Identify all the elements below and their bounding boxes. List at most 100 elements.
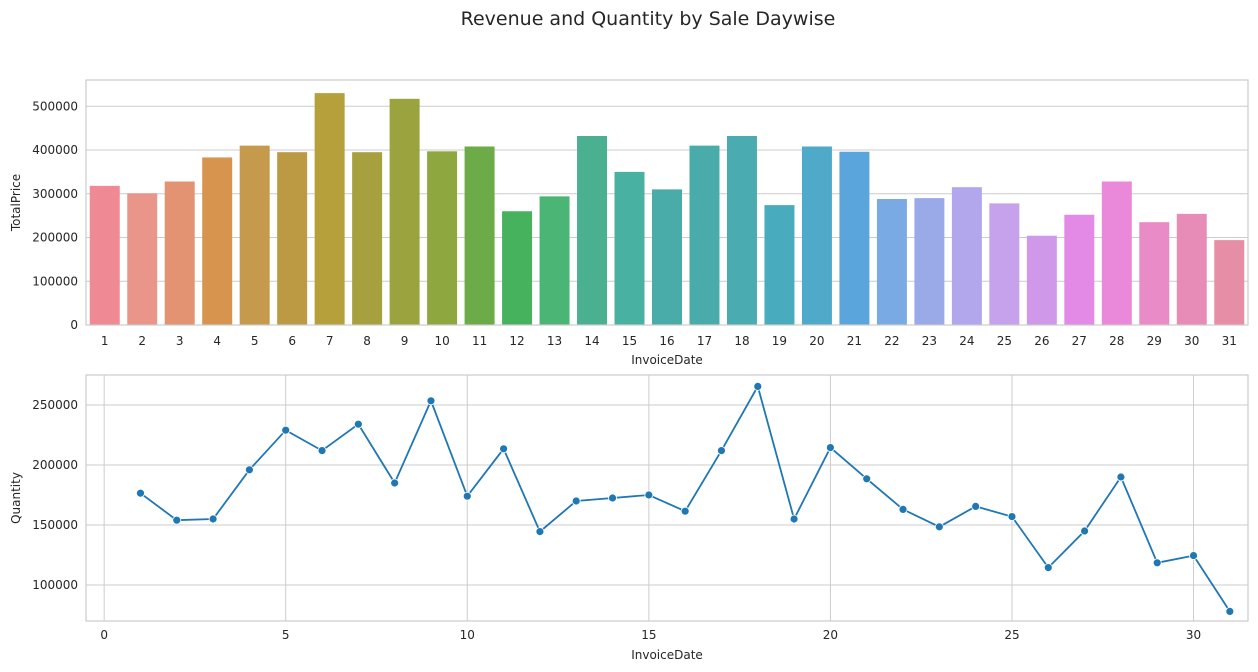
line-chart-y-tick-label: 100000 (32, 578, 78, 592)
line-chart-x-tick-label: 20 (823, 628, 838, 642)
bar-chart-y-tick-label: 400000 (32, 143, 78, 157)
bar-day-18 (726, 136, 757, 325)
bar-chart-x-tick-label: 17 (697, 334, 712, 348)
bar-chart-x-tick-label: 26 (1034, 334, 1049, 348)
quantity-point-day-2 (172, 515, 182, 525)
bar-day-30 (1176, 213, 1207, 325)
bar-day-12 (502, 211, 533, 325)
bar-chart-x-tick-label: 14 (584, 334, 599, 348)
bar-day-11 (464, 146, 495, 325)
bar-day-6 (277, 152, 308, 325)
line-chart-x-tick-label: 5 (282, 628, 290, 642)
bar-chart-x-tick-label: 10 (434, 334, 449, 348)
bar-chart-x-axis-label: InvoiceDate (631, 353, 703, 367)
bar-chart-x-tick-label: 18 (734, 334, 749, 348)
bar-day-19 (764, 205, 795, 325)
quantity-point-day-4 (245, 465, 254, 475)
bar-chart-x-tick-label: 5 (251, 334, 259, 348)
bar-chart-x-tick-label: 2 (138, 334, 146, 348)
bar-chart-x-tick-label: 30 (1184, 334, 1199, 348)
bar-day-1 (89, 185, 120, 325)
bar-chart: 1 2 3 4 5 6 7 8 9 10 11 12 13 14 15 16 17 18 19 20 21 22 23 24 2… (9, 79, 1249, 367)
quantity-point-day-14 (608, 493, 617, 503)
bar-day-15 (614, 171, 645, 325)
quantity-point-day-21 (862, 474, 872, 484)
quantity-point-day-5 (281, 425, 291, 435)
quantity-point-day-29 (1152, 558, 1162, 568)
bar-chart-x-tick-label: 23 (922, 334, 937, 348)
bar-day-16 (652, 189, 682, 325)
quantity-point-day-24 (971, 501, 981, 511)
bar-chart-y-axis-label: TotalPrice (9, 174, 23, 232)
bar-day-8 (352, 152, 383, 325)
bar-chart-x-tick-label: 7 (326, 334, 334, 348)
bar-day-13 (539, 196, 570, 325)
quantity-point-day-6 (317, 446, 327, 456)
quantity-point-day-26 (1043, 563, 1053, 572)
bar-day-5 (239, 145, 270, 325)
bar-chart-bars (89, 93, 1245, 325)
bar-chart-y-tick-label: 100000 (32, 274, 78, 288)
bar-chart-x-tick-label: 28 (1109, 334, 1124, 348)
quantity-point-day-28 (1116, 472, 1126, 482)
line-chart-x-tick-labels: 0 5 10 15 20 25 30 (100, 628, 1201, 642)
bar-chart-y-tick-label: 500000 (32, 99, 78, 113)
bar-chart-y-tick-labels: 0 100000 200000 300000 400000 500000 (32, 99, 78, 332)
bar-chart-x-tick-label: 9 (401, 334, 409, 348)
bar-day-14 (577, 136, 608, 325)
bar-chart-x-tick-label: 31 (1222, 334, 1237, 348)
bar-chart-x-tick-label: 12 (509, 334, 524, 348)
bar-day-27 (1064, 214, 1095, 325)
quantity-point-day-1 (136, 488, 145, 498)
bar-chart-x-tick-label: 16 (659, 334, 674, 348)
figure-title: Revenue and Quantity by Sale Daywise (461, 8, 836, 30)
quantity-point-day-9 (426, 396, 436, 406)
bar-day-2 (127, 193, 158, 325)
quantity-point-day-19 (789, 514, 799, 524)
bar-chart-x-tick-label: 11 (472, 334, 487, 348)
quantity-point-day-10 (462, 491, 472, 501)
quantity-point-day-30 (1189, 551, 1198, 560)
bar-chart-x-tick-label: 4 (213, 334, 221, 348)
quantity-point-day-7 (353, 419, 363, 429)
bar-chart-x-tick-label: 8 (363, 334, 371, 348)
bar-day-17 (689, 145, 720, 325)
bar-chart-x-tick-label: 19 (772, 334, 787, 348)
quantity-point-day-27 (1080, 526, 1089, 536)
bar-chart-y-tick-label: 0 (70, 318, 78, 332)
line-chart-x-axis-label: InvoiceDate (631, 648, 703, 662)
quantity-point-day-25 (1007, 512, 1017, 521)
bar-chart-x-tick-label: 29 (1147, 334, 1162, 348)
line-chart-y-tick-label: 150000 (32, 518, 78, 532)
quantity-point-day-16 (680, 506, 690, 516)
quantity-series-line (139, 384, 1231, 612)
bar-day-7 (314, 93, 345, 325)
quantity-point-day-23 (934, 522, 944, 532)
bar-day-26 (1026, 235, 1057, 325)
line-chart-series (136, 381, 1235, 616)
bar-day-9 (389, 98, 420, 325)
line-chart-y-axis-label: Quantity (9, 472, 23, 524)
quantity-point-day-15 (644, 490, 654, 500)
bar-day-20 (801, 146, 832, 325)
bar-chart-x-tick-label: 27 (1072, 334, 1087, 348)
line-chart-x-tick-label: 10 (460, 628, 475, 642)
line-chart-x-tick-label: 15 (641, 628, 656, 642)
quantity-point-day-17 (717, 446, 726, 456)
line-chart: 0 5 10 15 20 25 30 100000 150000 200000 250000 In… (9, 374, 1249, 662)
bar-day-22 (876, 199, 907, 325)
bar-day-25 (989, 203, 1020, 325)
line-chart-y-tick-label: 250000 (32, 398, 78, 412)
quantity-point-day-31 (1225, 607, 1235, 616)
bar-day-10 (427, 151, 458, 325)
quantity-point-day-20 (826, 443, 835, 453)
bar-day-3 (164, 181, 195, 325)
quantity-point-day-22 (898, 504, 908, 514)
bar-chart-x-tick-label: 24 (959, 334, 974, 348)
bar-chart-x-tick-label: 21 (847, 334, 862, 348)
bar-day-29 (1139, 222, 1170, 325)
bar-day-4 (202, 157, 233, 325)
bar-day-28 (1101, 181, 1132, 325)
bar-chart-x-tick-label: 20 (809, 334, 824, 348)
bar-day-21 (839, 151, 870, 325)
